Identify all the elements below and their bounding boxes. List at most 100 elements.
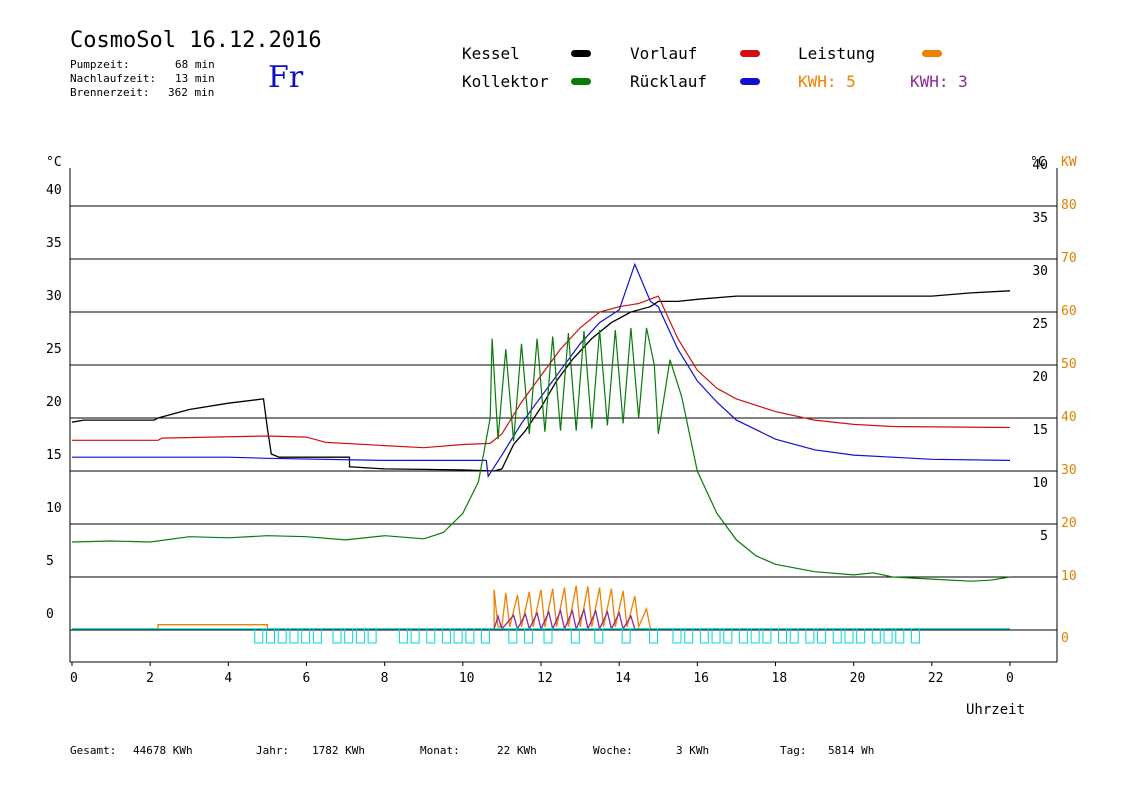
legend-leistung-label: Leistung [798, 44, 876, 63]
legend-kollektor-swatch [571, 78, 591, 85]
pump-block [762, 628, 772, 644]
legend-ruecklauf-label: Rücklauf [630, 72, 708, 91]
pump-block [649, 628, 659, 644]
pump-block [254, 628, 264, 644]
y-tick-label-right-kw: 70 [1061, 251, 1077, 266]
pump-block [398, 628, 408, 644]
pump-block [277, 628, 287, 644]
series-line-kwh2 [493, 607, 651, 632]
y-tick-label-right-kw: 30 [1061, 463, 1077, 478]
pump-block [910, 628, 920, 644]
nachlaufzeit-value: 13 min [175, 72, 215, 85]
pump-block [789, 628, 799, 644]
y-tick-label-right-kw: 10 [1061, 569, 1077, 584]
pump-block [523, 628, 533, 644]
y-tick-label-left: 15 [46, 448, 62, 463]
y-tick-label-left: 20 [46, 395, 62, 410]
y-tick-label-right-celsius: 25 [1032, 317, 1048, 332]
x-tick-label: 6 [303, 671, 311, 686]
legend-ruecklauf-swatch [740, 78, 760, 85]
pump-block [895, 628, 905, 644]
pump-block [426, 628, 436, 644]
pump-block [778, 628, 787, 644]
y-tick-label-left: 25 [46, 342, 62, 357]
y-tick-label-right-kw: 60 [1061, 304, 1077, 319]
brennerzeit-value: 362 min [168, 86, 215, 99]
y-tick-label-left: 40 [46, 183, 62, 198]
x-tick-label: 18 [772, 671, 788, 686]
pump-block [301, 628, 311, 644]
y-tick-label-right-kw: 40 [1061, 410, 1077, 425]
y-tick-label-left: 5 [46, 554, 54, 569]
brennerzeit-label: Brennerzeit: [70, 86, 150, 99]
x-tick-label: 0 [1006, 671, 1014, 686]
y-axis-label-right: °C [1030, 155, 1046, 170]
x-tick-label: 14 [615, 671, 631, 686]
legend-kollektor-label: Kollektor [462, 72, 549, 91]
pump-block [480, 628, 490, 644]
pump-block [543, 628, 553, 644]
y-tick-label-right-kw: 80 [1061, 198, 1077, 213]
pump-block [672, 628, 682, 644]
footer-gesamt-value: 44678 KWh [133, 744, 193, 757]
y-tick-label-left: 30 [46, 289, 62, 304]
x-tick-label: 2 [146, 671, 154, 686]
y-tick-label-right-celsius: 10 [1032, 476, 1048, 491]
pump-block [453, 628, 463, 644]
x-tick-label: 16 [693, 671, 709, 686]
y-tick-label-right-celsius: 5 [1040, 529, 1048, 544]
pump-block [332, 628, 342, 644]
pump-block [684, 628, 694, 644]
series-line-kollektor [71, 327, 1011, 582]
footer-jahr-value: 1782 KWh [312, 744, 365, 757]
x-tick-label: 20 [850, 671, 866, 686]
pump-block [355, 628, 365, 644]
legend-vorlauf-swatch [740, 50, 760, 57]
legend-leistung-swatch [922, 50, 942, 57]
series-line-ruecklauf [72, 262, 1011, 479]
legend-kessel-label: Kessel [462, 44, 520, 63]
y-axis-label-kw: KW [1061, 155, 1077, 170]
pump-block [738, 628, 748, 644]
x-tick-label: 0 [70, 671, 78, 686]
footer-gesamt-label: Gesamt: [70, 744, 117, 757]
footer-monat-value: 22 KWh [497, 744, 537, 757]
pump-block [817, 628, 827, 644]
pump-block [883, 628, 893, 644]
nachlaufzeit-label: Nachlaufzeit: [70, 72, 157, 85]
y-tick-label-right-celsius: 35 [1032, 211, 1048, 226]
series-line-kessel [71, 290, 1011, 472]
pump-block [367, 628, 377, 644]
pumpzeit-value: 68 min [175, 58, 215, 71]
footer-tag-label: Tag: [780, 744, 807, 757]
pump-block [832, 628, 842, 644]
x-tick-label: 10 [459, 671, 475, 686]
y-tick-label-right-celsius: 40 [1032, 158, 1048, 173]
pump-block [312, 628, 322, 644]
pump-block [871, 628, 881, 644]
pump-block [410, 628, 420, 644]
pump-block [266, 628, 276, 644]
pump-block [621, 628, 631, 644]
pump-block [594, 628, 604, 644]
y-tick-label-right-kw: 0 [1061, 631, 1069, 646]
pump-block [699, 628, 709, 644]
x-tick-label: 8 [381, 671, 389, 686]
pumpzeit-label: Pumpzeit: [70, 58, 130, 71]
pump-block [289, 628, 299, 644]
series-line-leistung [72, 585, 1010, 630]
y-tick-label-right-kw: 50 [1061, 357, 1077, 372]
page-title: CosmoSol 16.12.2016 [70, 28, 322, 53]
y-tick-label-right-kw: 20 [1061, 516, 1077, 531]
legend-kwh2: KWH: 3 [910, 72, 968, 91]
weekday: Fr [268, 60, 304, 95]
pump-block [441, 628, 451, 644]
pump-block [805, 628, 815, 644]
y-tick-label-right-celsius: 20 [1032, 370, 1048, 385]
y-tick-label-left: 0 [46, 607, 54, 622]
footer-tag-value: 5814 Wh [828, 744, 875, 757]
x-tick-label: 12 [537, 671, 553, 686]
pump-block [570, 628, 580, 644]
pump-block [344, 628, 354, 644]
